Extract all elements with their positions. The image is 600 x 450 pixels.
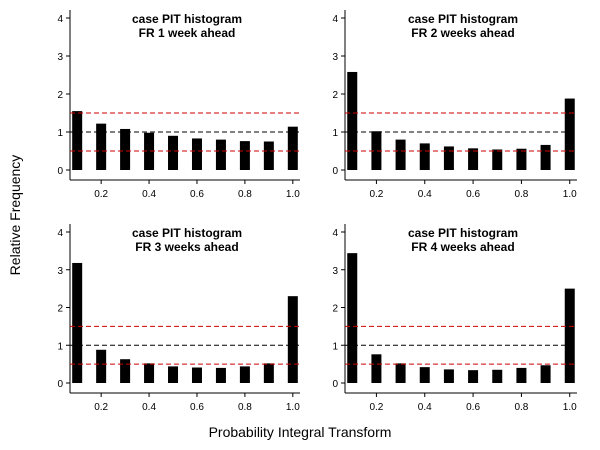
- bar: [395, 363, 406, 383]
- bar: [144, 363, 155, 383]
- bar: [120, 359, 131, 383]
- chart-panel-3: 0 1 2 3 4 0.2 0.4 0.6 0.8 1.0 case PIT histogramFR…: [57, 224, 300, 413]
- panel-subtitle: FR 1 week ahead: [139, 26, 236, 40]
- y-tick-label: 0: [57, 166, 63, 177]
- bar: [239, 141, 250, 170]
- bar: [395, 139, 406, 170]
- bar: [540, 365, 551, 383]
- bar: [239, 366, 250, 383]
- bar: [72, 262, 83, 383]
- y-tick-label: 0: [57, 379, 63, 390]
- bar: [215, 367, 226, 383]
- bar: [419, 367, 430, 383]
- y-tick-label: 4: [57, 228, 63, 239]
- x-tick-label: 0.8: [238, 402, 252, 413]
- panel-subtitle: FR 4 weeks ahead: [411, 240, 514, 254]
- y-tick-label: 2: [332, 90, 338, 101]
- bar: [347, 253, 358, 383]
- bar: [492, 149, 503, 170]
- bar: [287, 126, 298, 170]
- bar: [468, 370, 479, 383]
- chart-panel-1: 0 1 2 3 4 0.2 0.4 0.6 0.8 1.0 case PIT histogramFR…: [57, 10, 300, 200]
- bar: [120, 128, 131, 170]
- y-tick-label: 1: [332, 128, 338, 139]
- y-tick-label: 3: [57, 52, 63, 63]
- bar: [419, 143, 430, 170]
- bar: [287, 296, 298, 383]
- bar: [144, 132, 155, 170]
- panel-subtitle: FR 2 weeks ahead: [411, 26, 514, 40]
- x-tick-label: 1.0: [563, 402, 577, 413]
- x-tick-label: 1.0: [286, 402, 300, 413]
- panel-subtitle: FR 3 weeks ahead: [135, 240, 238, 254]
- x-tick-label: 0.4: [418, 402, 432, 413]
- bar: [96, 123, 107, 170]
- bar: [72, 111, 83, 170]
- panel-title: case PIT histogram: [132, 226, 242, 240]
- y-tick-label: 0: [332, 166, 338, 177]
- y-tick-label: 2: [57, 304, 63, 315]
- bar: [168, 366, 179, 383]
- bar: [516, 367, 527, 383]
- x-tick-label: 0.8: [514, 402, 528, 413]
- bar: [263, 141, 274, 170]
- bar: [191, 138, 202, 170]
- bar: [96, 349, 107, 383]
- bar: [516, 148, 527, 170]
- x-tick-label: 0.4: [142, 189, 156, 200]
- bar: [468, 148, 479, 170]
- y-tick-label: 4: [332, 228, 338, 239]
- y-tick-label: 2: [332, 304, 338, 315]
- bar: [371, 131, 382, 170]
- panel-title: case PIT histogram: [408, 226, 518, 240]
- x-tick-label: 0.8: [514, 189, 528, 200]
- bar: [168, 135, 179, 170]
- y-tick-label: 3: [57, 266, 63, 277]
- y-tick-label: 3: [332, 52, 338, 63]
- bar: [191, 367, 202, 383]
- x-tick-label: 0.6: [466, 189, 480, 200]
- x-tick-label: 0.6: [190, 189, 204, 200]
- panel-title: case PIT histogram: [132, 12, 242, 26]
- bar: [347, 71, 358, 170]
- x-tick-label: 0.6: [466, 402, 480, 413]
- x-tick-label: 0.4: [142, 402, 156, 413]
- bar: [215, 139, 226, 170]
- x-tick-label: 1.0: [563, 189, 577, 200]
- chart-panel-2: 0 1 2 3 4 0.2 0.4 0.6 0.8 1.0 case PIT histogramFR…: [332, 10, 577, 200]
- x-tick-label: 0.2: [369, 189, 383, 200]
- bar: [492, 369, 503, 383]
- y-tick-label: 1: [332, 341, 338, 352]
- y-tick-label: 4: [57, 14, 63, 25]
- x-tick-label: 0.4: [418, 189, 432, 200]
- chart-panel-4: 0 1 2 3 4 0.2 0.4 0.6 0.8 1.0 case PIT histogramFR…: [332, 224, 577, 413]
- bar: [564, 98, 575, 170]
- y-tick-label: 1: [57, 128, 63, 139]
- bar: [564, 288, 575, 383]
- x-axis-label: Probability Integral Transform: [208, 424, 392, 440]
- x-tick-label: 1.0: [286, 189, 300, 200]
- bar: [443, 369, 454, 383]
- panel-title: case PIT histogram: [408, 12, 518, 26]
- bar: [443, 146, 454, 170]
- y-axis-label: Relative Frequency: [7, 154, 23, 276]
- bar: [263, 363, 274, 383]
- x-tick-label: 0.2: [369, 402, 383, 413]
- x-tick-label: 0.6: [190, 402, 204, 413]
- x-tick-label: 0.2: [94, 189, 108, 200]
- x-tick-label: 0.2: [94, 402, 108, 413]
- y-tick-label: 1: [57, 341, 63, 352]
- bar: [540, 144, 551, 170]
- bar: [371, 354, 382, 383]
- y-tick-label: 2: [57, 90, 63, 101]
- x-tick-label: 0.8: [238, 189, 252, 200]
- y-tick-label: 3: [332, 266, 338, 277]
- y-tick-label: 4: [332, 14, 338, 25]
- y-tick-label: 0: [332, 379, 338, 390]
